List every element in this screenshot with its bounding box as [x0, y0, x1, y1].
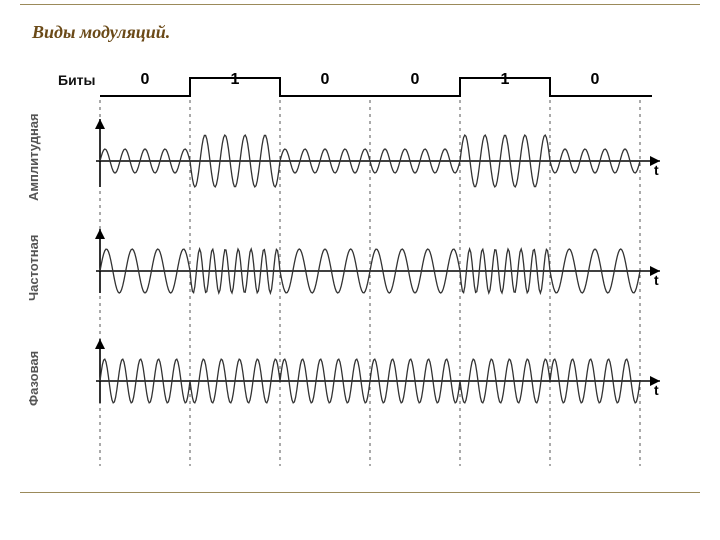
svg-text:0: 0	[591, 71, 600, 88]
bits-axis-label: Биты	[58, 72, 95, 88]
row-label-phase: Фазовая	[26, 351, 41, 406]
row-label-amplitude: Амплитудная	[26, 113, 41, 201]
axis-label-t-2: t	[654, 382, 659, 398]
axis-label-t-0: t	[654, 162, 659, 178]
top-rule	[20, 4, 700, 5]
svg-text:0: 0	[411, 71, 420, 88]
modulation-diagram: Биты Амплитудная Частотная Фазовая t t t…	[60, 66, 670, 481]
svg-text:1: 1	[501, 71, 510, 88]
diagram-svg: 0 1 0 0 1 0	[60, 66, 670, 476]
page-title: Виды модуляций.	[32, 22, 170, 43]
bottom-rule	[20, 492, 700, 493]
svg-text:0: 0	[321, 71, 330, 88]
svg-text:1: 1	[231, 71, 240, 88]
row-label-frequency: Частотная	[26, 235, 41, 301]
svg-text:0: 0	[141, 71, 150, 88]
axis-label-t-1: t	[654, 272, 659, 288]
